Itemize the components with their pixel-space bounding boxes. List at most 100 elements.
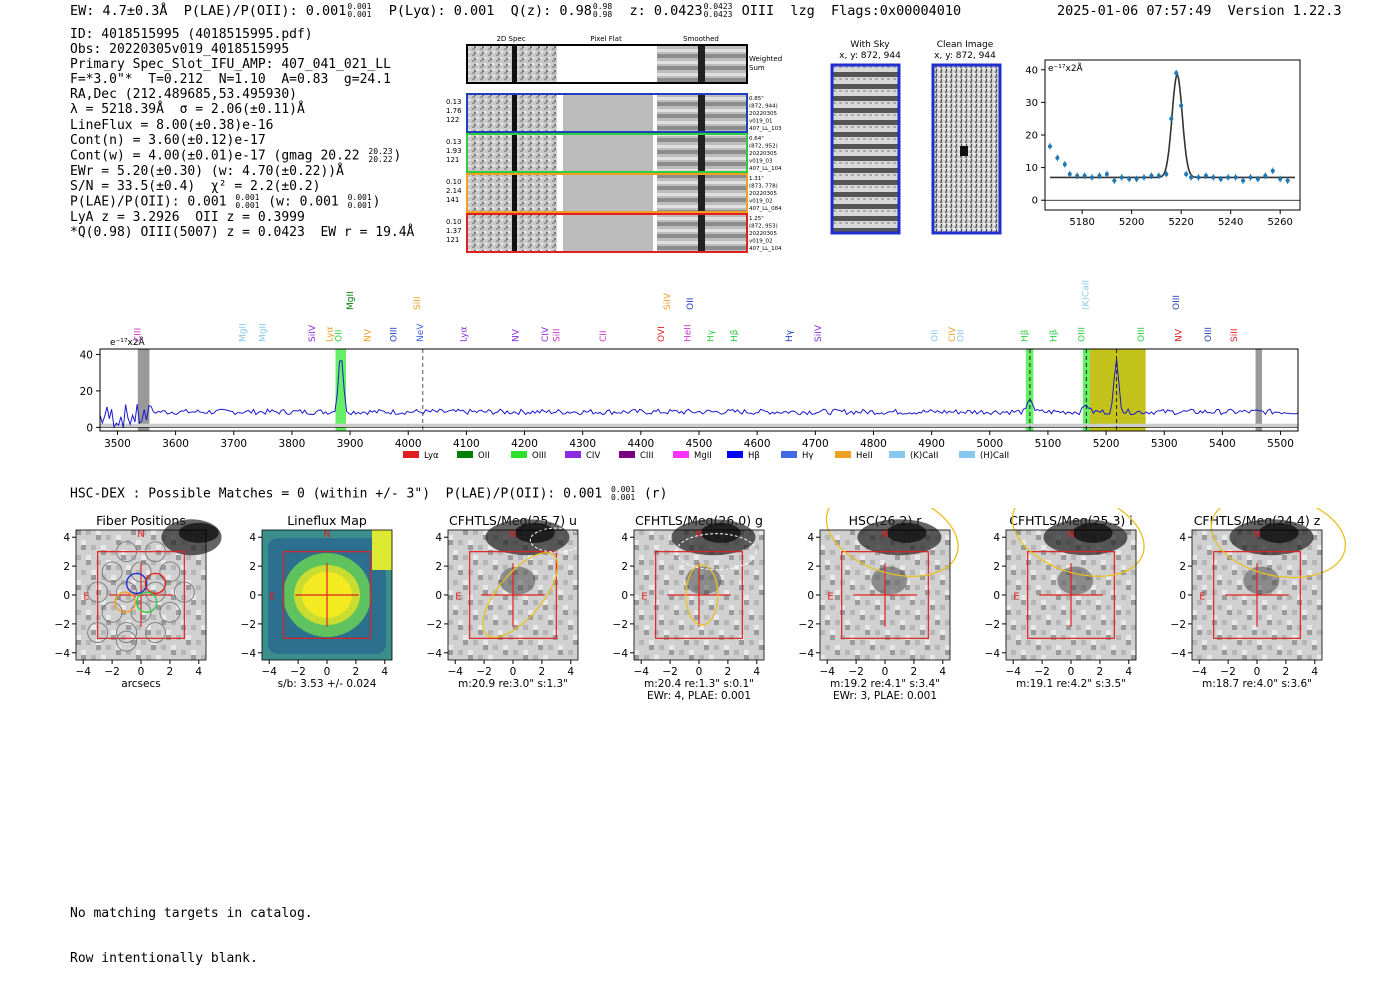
fit-axes — [1044, 59, 1301, 211]
cutout-right-label: (873, 778) — [749, 184, 778, 190]
north-label: N — [1253, 529, 1260, 540]
fit-ytick: 30 — [1025, 98, 1038, 109]
info-lambda: λ = 5218.39Å σ = 2.06(±0.11)Å — [70, 102, 305, 118]
fit-data-point — [1270, 168, 1275, 173]
fiber-circle — [159, 561, 181, 583]
fit-unit-label: e⁻¹⁷x2Å — [1048, 62, 1084, 74]
line-label: HeII — [683, 324, 693, 342]
spectrum-xtick: 4400 — [627, 438, 654, 450]
legend-label: OII — [478, 451, 490, 461]
east-label: E — [1013, 591, 1019, 602]
fiber-highlight — [125, 572, 148, 595]
aperture-box — [1213, 551, 1301, 639]
line-label: OII — [686, 298, 696, 310]
fit-ytick: 40 — [1025, 65, 1038, 76]
header-timestamp: 2025-01-06 07:57:49 Version 1.22.3 — [1057, 3, 1342, 19]
cutout-right-label: 407_LL_103 — [749, 126, 782, 132]
legend-label: HeII — [856, 451, 873, 461]
cutout-right-label: 1.31" — [749, 176, 764, 182]
image-panel: CFHTLS/Meg(25.7) uNE−4−4−2−2002244m:20.9… — [427, 513, 583, 690]
cutout-left-label: 1.93 — [446, 147, 462, 155]
line-band-hb — [1025, 349, 1034, 431]
fiber-circle — [116, 541, 138, 563]
panel-xtick: −4 — [75, 666, 91, 678]
spectrum-xtick: 4900 — [918, 438, 945, 450]
info-lya: LyA z = 3.2926 OII z = 0.3999 — [70, 209, 305, 225]
fit-curve — [1050, 73, 1295, 179]
spectrum-xtick: 5500 — [1267, 438, 1294, 450]
panel-xtick: 4 — [195, 666, 202, 678]
panel-xtick: 4 — [1125, 666, 1132, 678]
panel-xtick: −4 — [261, 666, 277, 678]
col-title-smoothed: Smoothed — [683, 35, 719, 43]
panel-xtick: 0 — [1254, 666, 1261, 678]
line-label: SiIV — [663, 292, 673, 310]
panel-ytick: −2 — [241, 619, 256, 631]
panel-ytick: 2 — [621, 561, 628, 573]
aperture-box — [97, 551, 185, 639]
line-label: MgII — [259, 323, 269, 342]
fit-ytick: 20 — [1025, 131, 1038, 142]
fit-data-point — [1169, 116, 1174, 121]
legend-label: Hβ — [748, 451, 760, 461]
line-label: OIII — [1078, 327, 1088, 342]
cutout-right-label: 0.64" — [749, 136, 764, 142]
panel-subtitle: m:19.2 re:4.1" s:3.4" — [830, 678, 940, 690]
line-label: OII — [334, 330, 344, 342]
with-sky-image — [830, 63, 901, 235]
legend-label: MgII — [694, 451, 712, 461]
header-flags: OIII lzg Flags:0x00004010 — [741, 3, 962, 19]
cutout-right-label: 407_LL_084 — [749, 206, 782, 212]
panel-ytick: −4 — [55, 648, 71, 660]
north-label: N — [509, 529, 516, 540]
aperture-box — [469, 551, 557, 639]
spectrum-xtick: 5000 — [976, 438, 1003, 450]
line-label: OVI — [657, 326, 667, 342]
spectrum-xtick: 4100 — [453, 438, 480, 450]
hsc-title: HSC-DEX : Possible Matches = 0 (within +… — [70, 485, 668, 502]
legend-swatch — [673, 451, 689, 458]
legend-label: CIII — [640, 451, 653, 461]
cutout-right-label: 20220305 — [749, 231, 777, 237]
fit-data-point — [1047, 144, 1052, 149]
info-sn: S/N = 33.5(±0.4) χ² = 2.2(±0.2) — [70, 178, 321, 194]
panel-ytick: 2 — [249, 561, 256, 573]
cutout-left-label: 1.76 — [446, 107, 462, 115]
fit-data-point — [1127, 177, 1132, 182]
spectrum-xtick: 3500 — [104, 438, 131, 450]
panel-ytick: 0 — [1179, 590, 1186, 602]
panel-ytick: 0 — [435, 590, 442, 602]
fiber-circle — [159, 601, 181, 623]
cutout-left-label: 0.10 — [446, 178, 462, 186]
panel-ytick: 4 — [621, 532, 628, 544]
panel-xtick: −2 — [848, 666, 863, 678]
legend-swatch — [781, 451, 797, 458]
panel-ytick: 0 — [621, 590, 628, 602]
line-label: CIV — [948, 326, 958, 342]
fiber-circle — [130, 601, 152, 623]
line-label: SiII — [413, 296, 423, 310]
north-label: N — [881, 529, 888, 540]
fit-data-point — [1142, 175, 1147, 180]
fit-data-point — [1164, 172, 1169, 177]
cutout-left-label: 0.10 — [446, 218, 462, 226]
panel-xtick: −4 — [633, 666, 649, 678]
spectrum-xtick: 4800 — [860, 438, 887, 450]
aperture-box — [655, 551, 743, 639]
info-radec: RA,Dec (212.489685,53.495930) — [70, 87, 297, 103]
panel-ytick: −4 — [613, 648, 629, 660]
spectrum-xtick: 4500 — [686, 438, 713, 450]
fit-data-point — [1211, 175, 1216, 180]
panel-xtick: 2 — [911, 666, 918, 678]
line-label: OIII — [1137, 327, 1147, 342]
line-label: Hβ — [1050, 329, 1060, 342]
legend-swatch — [727, 451, 743, 458]
line-label: CII — [599, 330, 609, 342]
legend-label: (K)CaII — [910, 451, 938, 461]
line-label: OII — [930, 330, 940, 342]
panel-ytick: −2 — [613, 619, 628, 631]
info-params: F=*3.0"* T=0.212 N=1.10 A=0.83 g=24.1 — [70, 72, 391, 88]
line-fit-chart: 5180 5200 5220 5240 5260 0 10 20 30 40 e⁻¹⁷x2Å — [1025, 59, 1301, 228]
